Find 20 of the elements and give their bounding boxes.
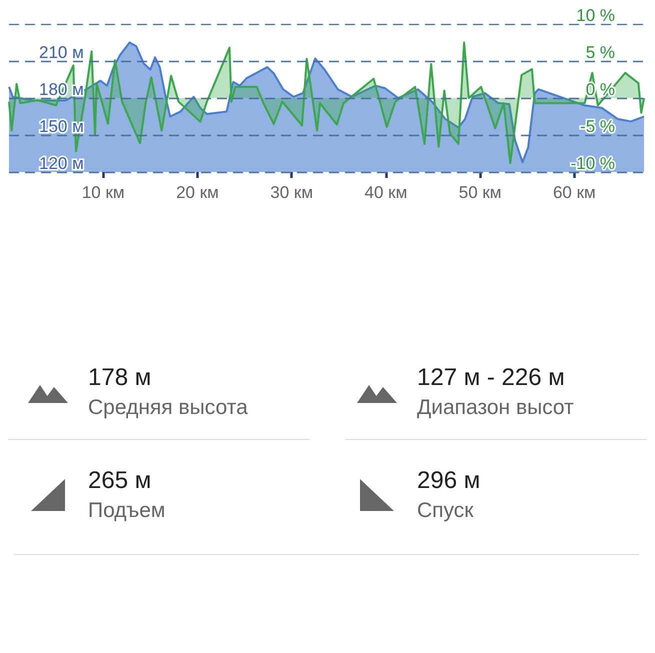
text: Средняя высота: [88, 396, 248, 420]
text: 178 м: [88, 364, 152, 392]
y2-tick-label: -5 %: [580, 117, 615, 136]
x-tick-label: 20 км: [176, 183, 219, 202]
y2-tick-label: 10 %: [576, 6, 615, 25]
x-tick-label: 50 км: [458, 183, 502, 202]
text: Спуск: [417, 499, 474, 523]
text: 296 м: [417, 467, 480, 495]
x-tick-label: 60 км: [552, 183, 596, 202]
y-tick-label: 120 м: [39, 154, 84, 173]
text: Подъем: [88, 499, 166, 523]
y2-tick-label: 5 %: [586, 43, 615, 62]
x-tick-label: 30 км: [270, 183, 314, 202]
x-tick-label: 10 км: [82, 183, 125, 202]
y2-tick-label: -10 %: [570, 154, 615, 173]
text: 265 м: [88, 467, 152, 495]
text: Диапазон высот: [417, 396, 574, 420]
y-tick-label: 210 м: [39, 43, 84, 62]
text: 127 м - 226 м: [417, 364, 566, 392]
x-tick-label: 40 км: [364, 183, 408, 202]
